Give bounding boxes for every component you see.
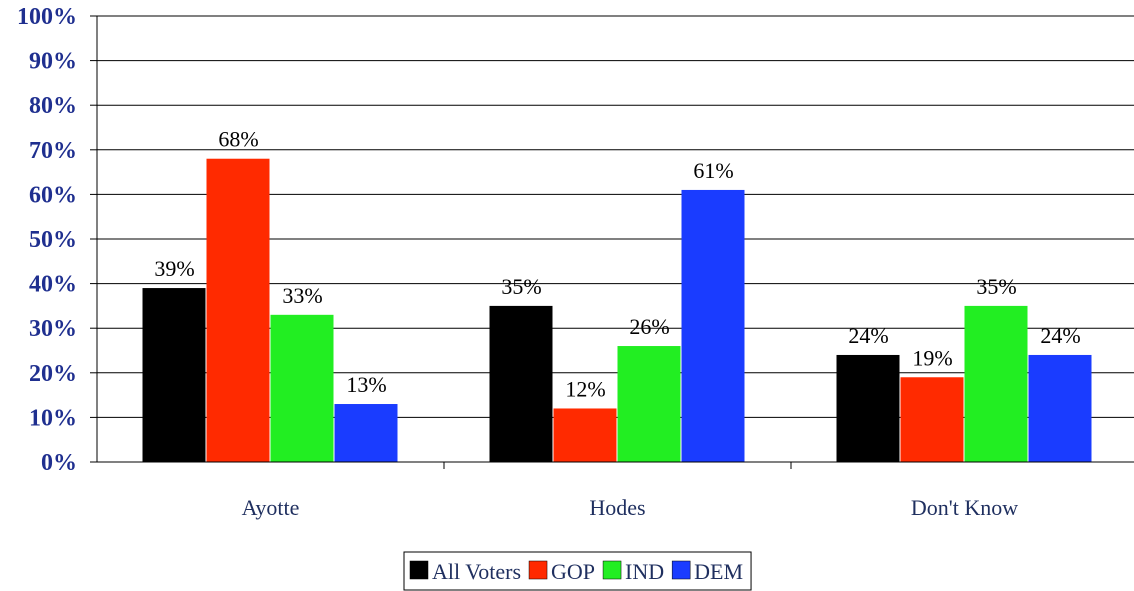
x-axis-ticks: Ayotte Hodes Don't Know	[242, 495, 1019, 520]
bar-hodes-gop	[553, 408, 617, 462]
data-label: 12%	[565, 376, 605, 401]
bar-hodes-ind	[617, 346, 681, 462]
y-tick-label: 70%	[29, 138, 77, 164]
y-tick-label: 50%	[29, 227, 77, 253]
y-tick-label: 90%	[29, 49, 77, 75]
data-label: 19%	[912, 345, 952, 370]
data-label: 33%	[282, 283, 322, 308]
y-tick-label: 30%	[29, 316, 77, 342]
x-tick-label: Don't Know	[911, 495, 1018, 520]
legend-swatch	[671, 560, 691, 580]
bar-ayotte-ind	[270, 314, 334, 462]
legend-swatch	[602, 560, 622, 580]
data-label: 24%	[1040, 323, 1080, 348]
data-labels: 39% 68% 33% 13% 35% 12% 26% 61% 24% 19% 35% 24%	[154, 127, 1080, 402]
y-tick-label: 10%	[29, 405, 77, 431]
y-tick-label: 40%	[29, 272, 77, 298]
bar-ayotte-all-voters	[142, 288, 206, 462]
bar-don-t-know-dem	[1028, 354, 1092, 462]
data-label: 61%	[693, 158, 733, 183]
x-tick-label: Hodes	[589, 495, 645, 520]
legend: All Voters GOP IND DEM	[403, 551, 752, 591]
data-label: 26%	[629, 314, 669, 339]
data-label: 35%	[501, 274, 541, 299]
bar-hodes-all-voters	[489, 305, 553, 462]
data-label: 35%	[976, 274, 1016, 299]
bar-don-t-know-ind	[964, 305, 1028, 462]
y-tick-label: 20%	[29, 361, 77, 387]
legend-swatch	[409, 560, 429, 580]
bar-hodes-dem	[681, 189, 745, 462]
y-axis-ticks: 0% 10% 20% 30% 40% 50% 60% 70% 80% 90% 100%	[17, 4, 97, 476]
bar-ayotte-dem	[334, 404, 398, 462]
legend-label: DEM	[694, 559, 743, 584]
bar-ayotte-gop	[206, 158, 270, 462]
y-tick-label: 100%	[17, 4, 77, 30]
y-tick-label: 60%	[29, 182, 77, 208]
legend-label: IND	[625, 559, 664, 584]
x-tick-label: Ayotte	[242, 495, 300, 520]
bars	[142, 158, 1092, 462]
axes	[96, 16, 1134, 469]
data-label: 39%	[154, 256, 194, 281]
bar-don-t-know-gop	[900, 377, 964, 462]
data-label: 24%	[848, 323, 888, 348]
legend-box	[403, 551, 752, 591]
legend-label: All Voters	[432, 559, 521, 584]
y-tick-label: 80%	[29, 93, 77, 119]
data-label: 13%	[346, 372, 386, 397]
data-label: 68%	[218, 127, 258, 152]
y-tick-label: 0%	[41, 450, 77, 476]
legend-swatch	[528, 560, 548, 580]
bar-don-t-know-all-voters	[836, 354, 900, 462]
legend-label: GOP	[551, 559, 595, 584]
